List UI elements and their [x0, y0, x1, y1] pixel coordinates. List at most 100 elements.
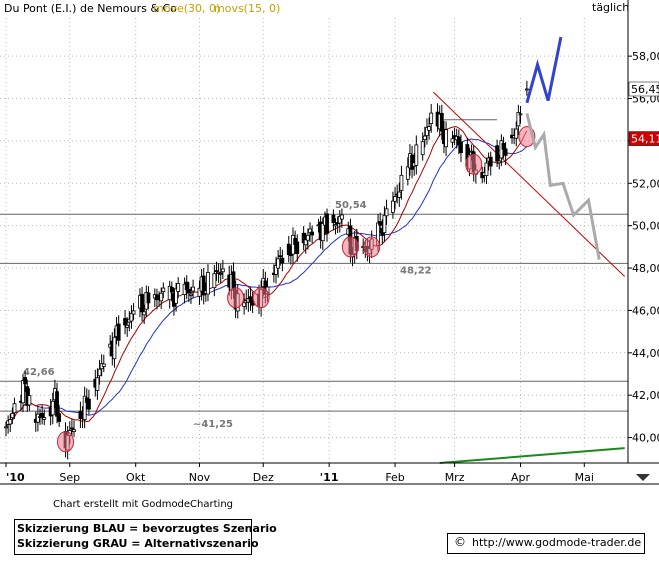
candle-body [391, 200, 395, 213]
candle-body [422, 135, 427, 141]
blue-scenario-path [525, 36, 563, 104]
horizontal-levels: 50,54 48,22 42,66 ~41,25 [0, 119, 628, 430]
candle-body [186, 288, 191, 294]
marker-price-tag-box [628, 131, 659, 146]
y-tick-label: 44,00 [632, 347, 659, 360]
candle-body [197, 287, 202, 297]
candle-body [87, 398, 91, 410]
candle-body [27, 395, 32, 406]
chart-labels: Du Pont (E.I.) de Nemours & Co move(30, … [4, 1, 629, 15]
x-tick-label: Feb [385, 471, 404, 484]
candle-body [142, 311, 147, 316]
candle-body [378, 221, 383, 226]
source-url[interactable]: http://www.godmode-trader.de [472, 536, 642, 549]
candle-body [101, 363, 106, 367]
candle-body [308, 228, 312, 234]
candle-body [242, 302, 247, 307]
gray-scenario-path [525, 113, 601, 260]
candle-body [501, 143, 506, 150]
copyright-icon: © [454, 535, 466, 549]
candle-body [248, 296, 253, 303]
chart-title: Du Pont (E.I.) de Nemours & Co [4, 2, 177, 15]
candle-body [288, 253, 293, 257]
candle-body [503, 148, 508, 156]
y-tick-label: 46,00 [632, 304, 659, 317]
legend-gray: Skizzierung GRAU = Alternativszenario [17, 537, 259, 550]
moving-averages [5, 126, 528, 428]
candle-body [444, 129, 448, 148]
candle-body [295, 241, 300, 255]
candle-body [450, 138, 455, 143]
candle-body [123, 318, 127, 326]
candle-body [524, 88, 529, 91]
support-trendline [439, 447, 625, 464]
last-price-tag-label: 56,45 [631, 83, 659, 96]
period-label: täglich [592, 1, 629, 14]
candle-body [116, 323, 121, 341]
candle-body [35, 413, 40, 423]
candle-body [488, 156, 493, 167]
candle-body [384, 208, 389, 217]
candle-body [78, 410, 83, 419]
candle-body [176, 283, 181, 292]
candle-body [125, 324, 130, 328]
signal-circle [252, 287, 270, 309]
y-tick-label: 58,00 [632, 50, 659, 63]
candle-body [82, 395, 87, 420]
gridlines [0, 18, 628, 463]
signal-circle [227, 287, 245, 309]
candle-body [497, 160, 502, 164]
marker-price-tag-label: 54,11 [631, 133, 659, 146]
indicator-movs-label: movs(15, 0) [214, 2, 280, 15]
level-label: 48,22 [400, 265, 432, 276]
signal-circle [465, 153, 483, 175]
candle-body [97, 368, 102, 377]
candle-body [325, 213, 329, 234]
signal-circles [57, 126, 536, 453]
x-tick-label: Mrz [445, 471, 465, 484]
candle-body [159, 292, 164, 302]
candle-body [514, 128, 519, 139]
axes: 40,0042,0044,0046,0048,0050,0052,0054,00… [0, 0, 659, 485]
candle-body [397, 191, 402, 198]
candle-body [167, 285, 172, 301]
candle-body [414, 144, 419, 166]
candle-body [331, 214, 336, 224]
candle-body [206, 272, 210, 295]
candle-body [429, 112, 434, 124]
candle-body [189, 293, 193, 296]
candle-body [274, 265, 278, 275]
candle-body [10, 412, 15, 419]
x-tick-label: '10 [6, 471, 25, 484]
candle-body [278, 255, 283, 258]
candle-body [276, 258, 281, 269]
scroll-arrow-icon [636, 474, 650, 481]
y-tick-label: 42,00 [632, 389, 659, 402]
candle-body [286, 243, 291, 256]
candle-body [191, 286, 195, 292]
candle-body [129, 312, 134, 322]
candle-body [484, 162, 489, 177]
y-tick-label: 40,00 [632, 432, 659, 445]
candle-body [231, 271, 236, 290]
source-link-box[interactable]: © http://www.godmode-trader.de [447, 533, 645, 554]
candle-body [95, 377, 100, 391]
candle-body [50, 400, 55, 416]
ma-15-line [5, 126, 528, 428]
x-tick-label: Mai [575, 471, 594, 484]
candle-body [214, 270, 219, 272]
last-price-tag-box [628, 81, 659, 97]
candle-body [57, 413, 62, 422]
candle-body [410, 154, 414, 170]
candle-body [495, 145, 500, 162]
candle-body [146, 292, 151, 304]
candle-body [333, 224, 338, 227]
candle-body [393, 196, 397, 202]
level-label: 50,54 [335, 200, 367, 211]
candle-body [425, 127, 429, 137]
candle-body [459, 141, 463, 154]
y-tick-label: 48,00 [632, 262, 659, 275]
candle-body [340, 214, 344, 220]
candle-body [456, 136, 461, 146]
